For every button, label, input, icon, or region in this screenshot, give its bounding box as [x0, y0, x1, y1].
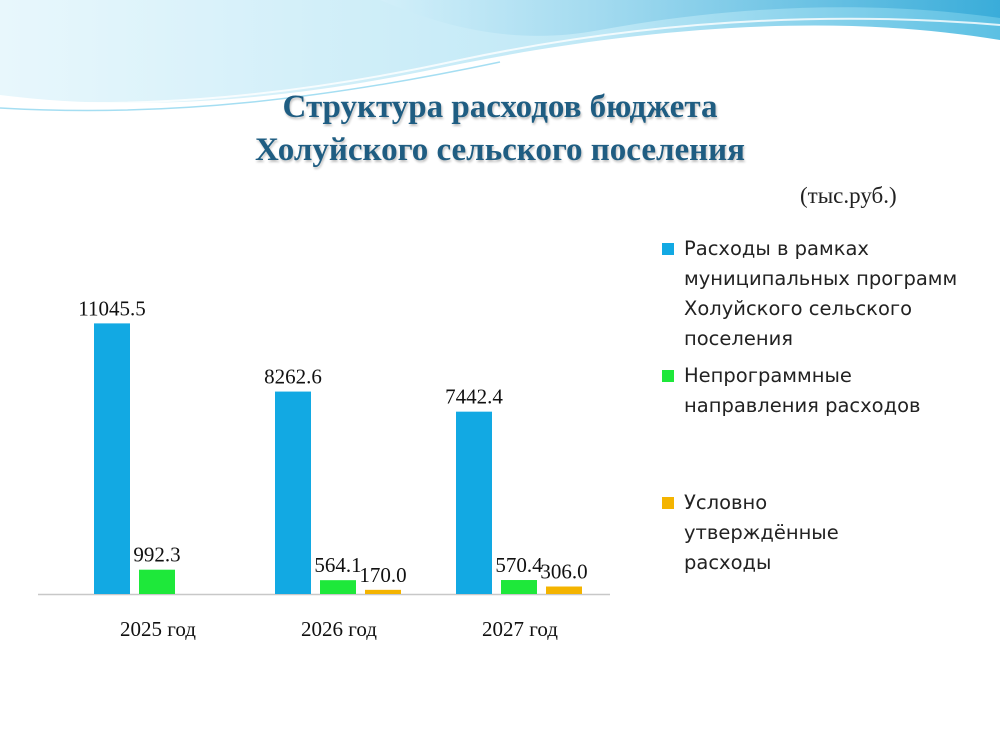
- data-label-nonprogram-2027: 570.4: [495, 553, 543, 577]
- data-label-programs-2025: 11045.5: [78, 296, 145, 320]
- decorative-wave-header: [0, 0, 1000, 112]
- bar-programs-2026: [275, 391, 311, 594]
- legend-label-programs: Расходы в рамках муниципальных программ …: [684, 237, 958, 350]
- bar-conditional-2027: [546, 586, 582, 594]
- bar-nonprogram-2025: [139, 569, 175, 594]
- legend-item-nonprogram: Непрограммные направления расходов: [662, 361, 962, 421]
- legend-label-nonprogram: Непрограммные направления расходов: [684, 364, 921, 417]
- data-label-programs-2026: 8262.6: [264, 365, 322, 389]
- x-tick-label-2025: 2025 год: [120, 617, 196, 641]
- x-tick-label-2027: 2027 год: [482, 617, 558, 641]
- data-label-programs-2027: 7442.4: [445, 385, 503, 409]
- data-label-conditional-2026: 170.0: [359, 563, 406, 587]
- legend-swatch-nonprogram: [662, 370, 674, 382]
- data-label-conditional-2027: 306.0: [540, 560, 587, 584]
- legend-label-conditional: Условно утверждённые расходы: [684, 491, 839, 574]
- bar-programs-2025: [94, 323, 130, 594]
- legend-item-programs: Расходы в рамках муниципальных программ …: [662, 234, 962, 354]
- chart-title-line2: Холуйского сельского поселения: [254, 132, 746, 168]
- bar-nonprogram-2027: [501, 580, 537, 594]
- legend-item-conditional: Условно утверждённые расходы: [662, 488, 862, 578]
- unit-label: (тыс.руб.): [800, 183, 897, 208]
- x-tick-label-2026: 2026 год: [301, 617, 377, 641]
- data-label-nonprogram-2026: 564.1: [314, 553, 361, 577]
- legend-swatch-programs: [662, 243, 674, 255]
- data-label-nonprogram-2025: 992.3: [133, 543, 180, 567]
- legend-swatch-conditional: [662, 497, 674, 509]
- bar-programs-2027: [456, 411, 492, 594]
- bar-nonprogram-2026: [320, 580, 356, 594]
- chart-title: Структура расходов бюджета Холуйского се…: [0, 86, 1000, 172]
- bar-conditional-2026: [365, 589, 401, 594]
- chart-title-line1: Структура расходов бюджета: [282, 89, 718, 125]
